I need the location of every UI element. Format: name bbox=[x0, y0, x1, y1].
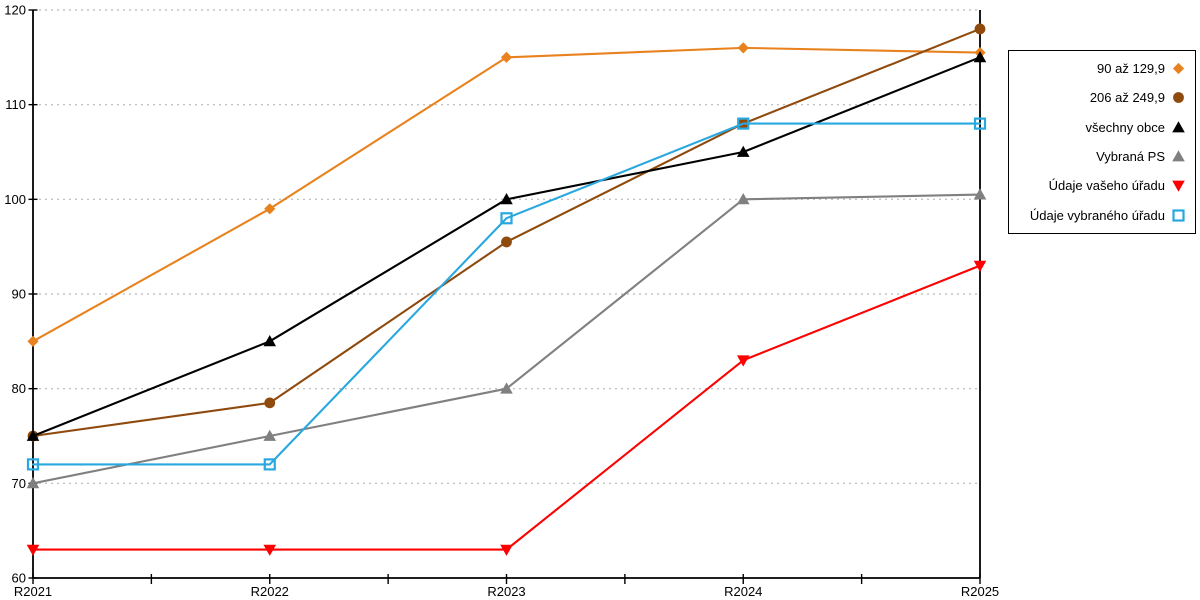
y-tick-label: 70 bbox=[12, 476, 26, 491]
series-1-circle-marker bbox=[501, 236, 512, 248]
series-3-triangle-up-marker bbox=[973, 188, 987, 200]
legend-item: 206 až 249,9 bbox=[1009, 85, 1195, 111]
legend-marker-triangle-up-icon bbox=[1172, 150, 1185, 162]
series-1-circle-marker bbox=[974, 23, 986, 35]
legend-marker-square-open-icon bbox=[1172, 209, 1185, 222]
y-tick-label: 80 bbox=[12, 381, 26, 396]
series-3-triangle-up-marker bbox=[736, 193, 750, 205]
series-2-triangle-up-marker bbox=[500, 193, 513, 205]
legend-item: 90 až 129,9 bbox=[1009, 56, 1195, 82]
series-2-triangle-up-marker bbox=[736, 145, 750, 157]
series-0-diamond-marker bbox=[27, 335, 39, 347]
x-tick-label: R2021 bbox=[14, 584, 52, 599]
legend-label: Údaje vašeho úřadu bbox=[1048, 178, 1165, 194]
series-5-square-open-marker bbox=[26, 458, 40, 471]
series-4-triangle-down-marker bbox=[736, 355, 750, 367]
series-0-diamond-marker bbox=[264, 203, 276, 215]
series-3-triangle-up-marker bbox=[500, 382, 513, 394]
series-3-triangle-up-marker bbox=[263, 429, 277, 441]
series-2-triangle-up-marker bbox=[973, 51, 987, 63]
series-2-triangle-up-marker bbox=[263, 335, 277, 347]
series-4-triangle-down-marker bbox=[500, 544, 513, 556]
series-4-triangle-down-marker bbox=[263, 544, 277, 556]
series-5-square-open-marker bbox=[737, 117, 750, 130]
x-tick-label: R2022 bbox=[251, 584, 289, 599]
series-line-1 bbox=[31, 27, 982, 438]
series-2-triangle-up-marker bbox=[26, 429, 40, 441]
x-tick-label: R2024 bbox=[724, 584, 762, 599]
x-tick-label: R2025 bbox=[961, 584, 999, 599]
series-1-circle-marker bbox=[264, 397, 276, 409]
series-4-triangle-down-marker bbox=[973, 260, 987, 272]
legend-label: Údaje vybraného úřadu bbox=[1029, 207, 1165, 223]
series-0-diamond-marker bbox=[737, 42, 749, 54]
series-5-square-open-marker bbox=[500, 212, 513, 225]
legend-marker-diamond-icon bbox=[1172, 63, 1185, 75]
y-tick-label: 120 bbox=[4, 3, 26, 18]
legend-marker-triangle-down-icon bbox=[1172, 181, 1185, 193]
legend-label: Vybraná PS bbox=[1096, 149, 1165, 165]
legend-label: 206 až 249,9 bbox=[1089, 90, 1165, 106]
legend-item: Vybraná PS bbox=[1009, 144, 1195, 170]
series-4-triangle-down-marker bbox=[26, 544, 40, 556]
series-5-square-open-marker bbox=[263, 458, 276, 471]
legend: 90 až 129,9 206 až 249,9 všechny obce Vy… bbox=[1008, 50, 1196, 234]
legend-label: 90 až 129,9 bbox=[1097, 61, 1165, 77]
y-tick-label: 100 bbox=[4, 192, 26, 207]
legend-label: všechny obce bbox=[1085, 119, 1166, 135]
legend-marker-triangle-up-icon bbox=[1172, 121, 1185, 133]
series-line-4 bbox=[31, 264, 982, 551]
legend-item: Údaje vybraného úřadu bbox=[1009, 202, 1195, 228]
series-line-5 bbox=[31, 122, 982, 466]
series-0-diamond-marker bbox=[500, 51, 513, 63]
y-tick-label: 60 bbox=[12, 571, 26, 586]
series-5-square-open-marker bbox=[973, 117, 987, 130]
legend-item: všechny obce bbox=[1009, 114, 1195, 140]
y-tick-label: 90 bbox=[12, 287, 26, 302]
x-tick-label: R2023 bbox=[487, 584, 525, 599]
legend-item: Údaje vašeho úřadu bbox=[1009, 173, 1195, 199]
series-3-triangle-up-marker bbox=[26, 477, 40, 489]
y-tick-label: 110 bbox=[5, 97, 26, 112]
legend-marker-circle-icon bbox=[1173, 92, 1184, 104]
